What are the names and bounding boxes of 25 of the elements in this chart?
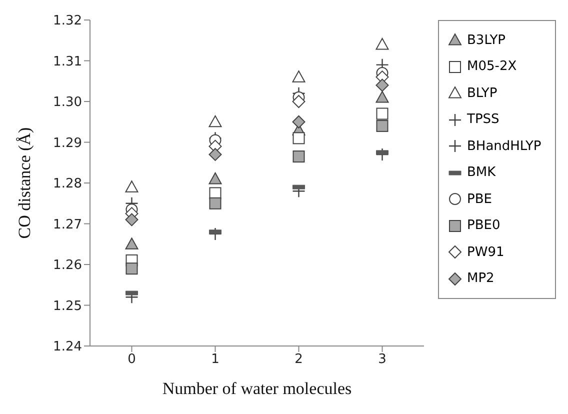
- x-tick-label: 0: [128, 352, 136, 368]
- y-tick-label: 1.29: [53, 136, 82, 151]
- legend-label: PW91: [467, 244, 504, 260]
- legend-label: BHandHLYP: [467, 138, 542, 154]
- legend-label: BMK: [467, 165, 496, 180]
- y-axis-title: CO distance (Å): [15, 127, 34, 239]
- x-tick-label: 3: [378, 352, 386, 368]
- legend-label: B3LYP: [467, 32, 506, 48]
- y-tick-label: 1.28: [53, 176, 82, 192]
- legend-label: MP2: [467, 271, 494, 286]
- legend-label: PBE0: [467, 218, 500, 234]
- y-tick-label: 1.30: [53, 95, 82, 110]
- y-tick-label: 1.31: [53, 54, 82, 70]
- legend-label: PBE: [467, 192, 492, 207]
- y-tick-label: 1.32: [53, 14, 82, 29]
- x-tick-label: 1: [211, 352, 220, 368]
- x-axis-title: Number of water molecules: [162, 379, 352, 398]
- x-tick-label: 2: [294, 352, 303, 368]
- legend-label: TPSS: [467, 112, 500, 128]
- legend-label: BLYP: [467, 86, 498, 101]
- y-tick-label: 1.24: [53, 340, 82, 355]
- y-tick-label: 1.26: [53, 258, 82, 274]
- y-tick-label: 1.25: [53, 298, 82, 314]
- legend-label: M05-2X: [467, 59, 517, 74]
- y-tick-label: 1.27: [53, 217, 82, 232]
